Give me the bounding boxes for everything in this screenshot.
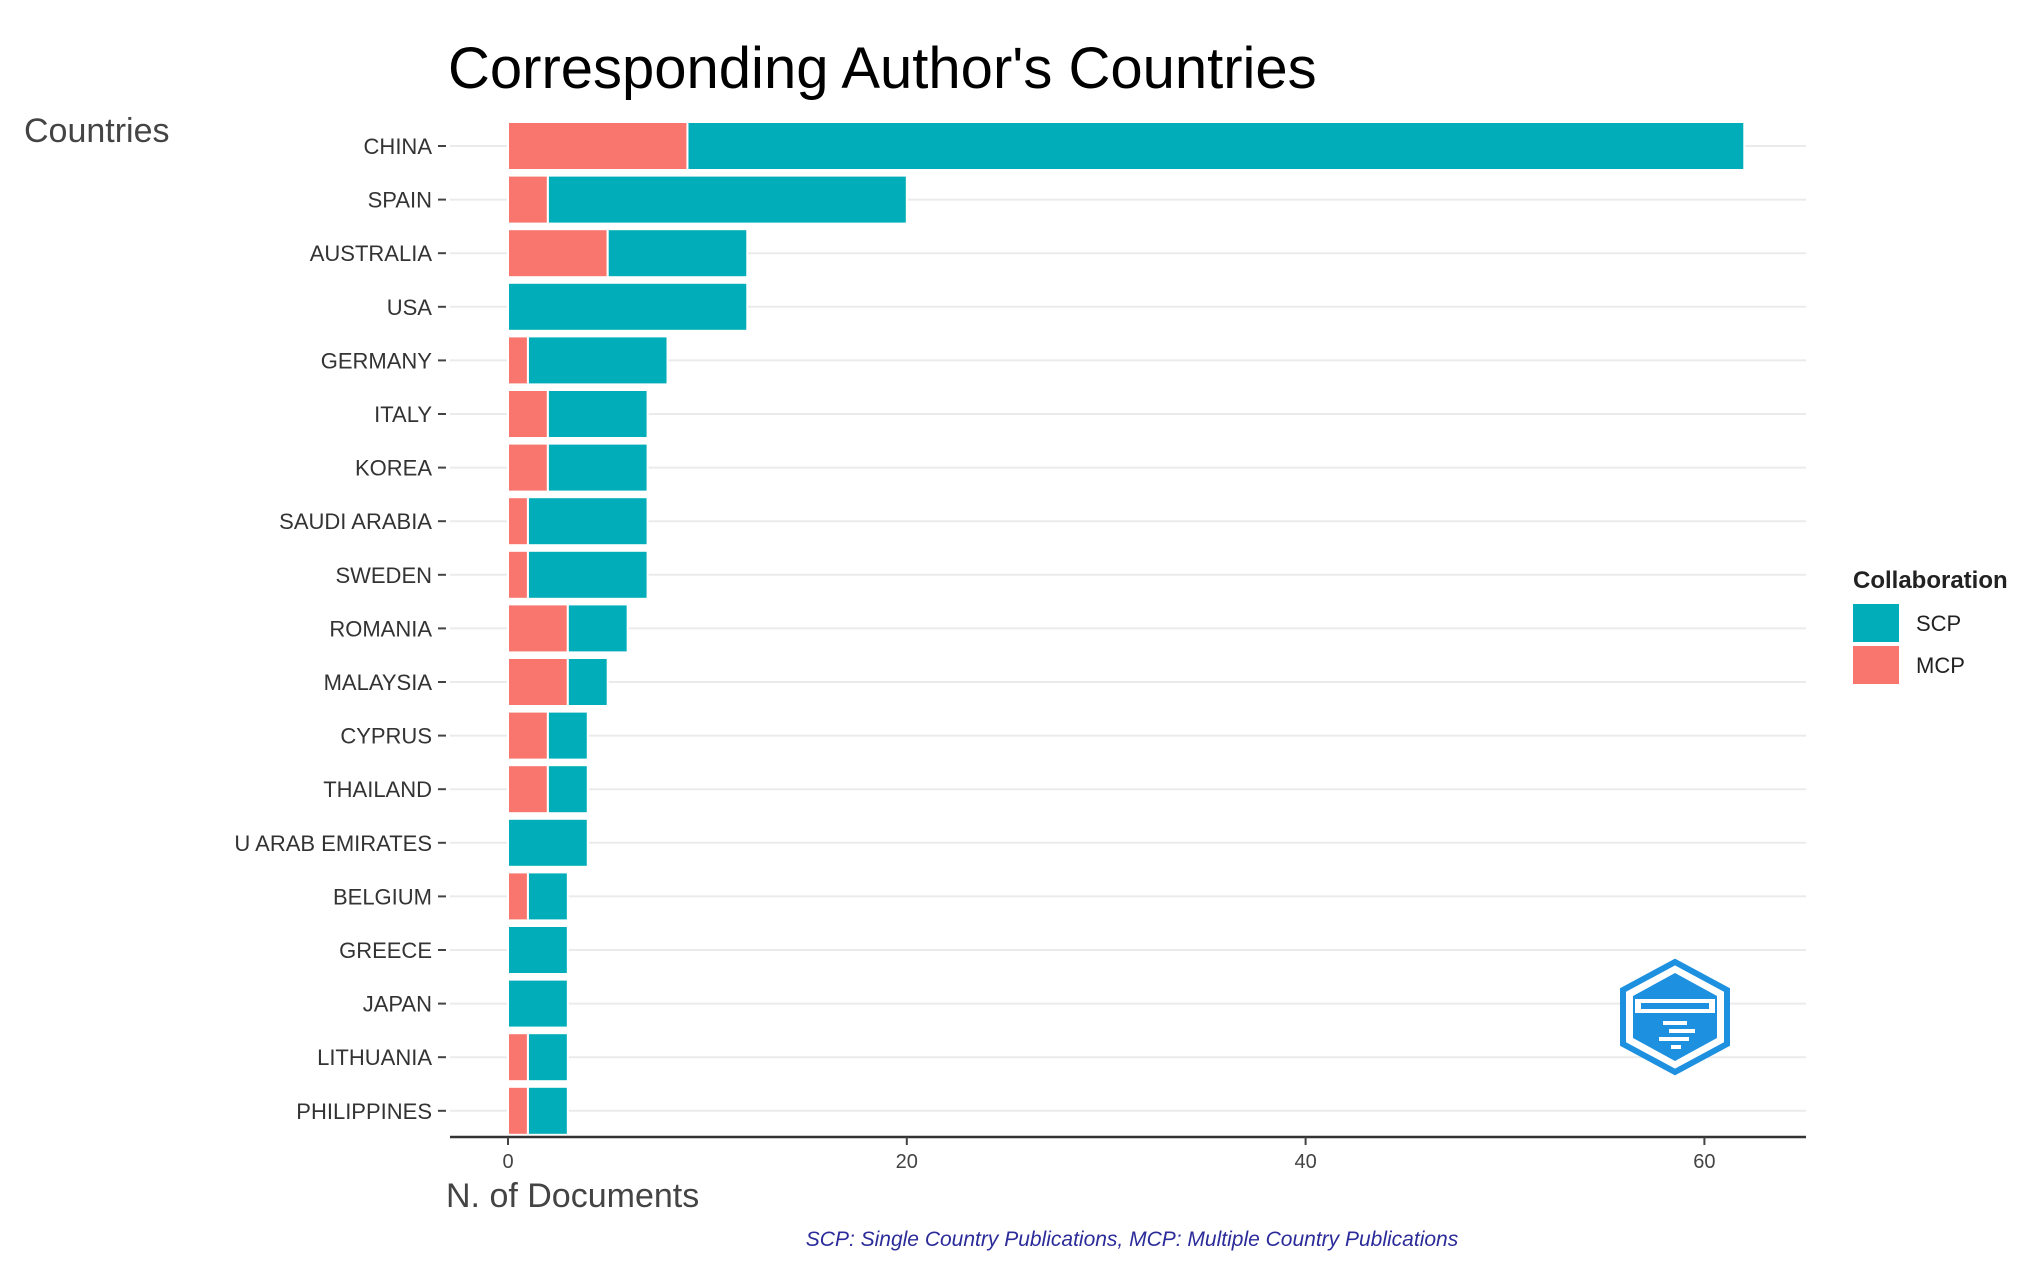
bar-mcp xyxy=(507,442,549,493)
bar-mcp xyxy=(507,496,529,547)
y-tick-label: USA xyxy=(387,295,433,320)
y-tick-label: GREECE xyxy=(339,938,432,963)
y-tick-label: AUSTRALIA xyxy=(310,241,433,266)
bar-mcp xyxy=(507,228,609,279)
y-tick-label: U ARAB EMIRATES xyxy=(234,831,432,856)
bar-mcp xyxy=(507,549,529,600)
y-axis-label: Countries xyxy=(24,112,170,150)
bar-scp xyxy=(526,549,649,600)
y-tick-label: KOREA xyxy=(355,456,432,481)
bar-mcp xyxy=(507,121,689,171)
bar-mcp xyxy=(507,1032,529,1083)
bar-scp xyxy=(507,978,569,1029)
bar-scp xyxy=(507,925,569,975)
y-tick-label: LITHUANIA xyxy=(317,1045,432,1070)
bar-scp xyxy=(566,657,609,707)
bar-mcp xyxy=(507,657,569,707)
legend-swatch xyxy=(1853,646,1899,684)
bar-mcp xyxy=(507,710,549,761)
bar-scp xyxy=(546,710,589,761)
y-tick-label: SAUDI ARABIA xyxy=(279,509,432,534)
bibliometrix-logo-icon xyxy=(1620,958,1730,1076)
bar-mcp xyxy=(507,603,569,654)
bar-scp xyxy=(546,442,649,493)
legend-swatch xyxy=(1853,604,1899,642)
x-ticks: 0 20 40 60 xyxy=(502,1137,1716,1173)
bar-scp xyxy=(526,335,669,386)
x-tick-label: 40 xyxy=(1294,1151,1316,1173)
y-tick-label: BELGIUM xyxy=(333,884,432,909)
y-tick-label: ITALY xyxy=(374,402,432,427)
x-tick-label: 60 xyxy=(1693,1151,1715,1173)
legend-title: Collaboration xyxy=(1853,567,2008,594)
x-axis-label: N. of Documents xyxy=(446,1177,699,1215)
y-tick-label: PHILIPPINES xyxy=(296,1099,432,1124)
bar-scp xyxy=(526,871,569,922)
bar-scp xyxy=(566,603,629,654)
chart-caption: SCP: Single Country Publications, MCP: M… xyxy=(806,1228,1459,1251)
bar-scp xyxy=(546,174,908,225)
y-ticks: CHINA SPAIN AUSTRALIA USA GERMANY ITALY KOREA S… xyxy=(234,134,446,1124)
y-tick-label: GERMANY xyxy=(321,348,433,373)
bar-mcp xyxy=(507,174,549,225)
y-tick-label: SPAIN xyxy=(368,188,432,213)
bar-scp xyxy=(606,228,749,279)
bar-scp xyxy=(686,121,1746,171)
bar-mcp xyxy=(507,389,549,439)
bar-scp xyxy=(546,764,589,815)
legend-label: MCP xyxy=(1916,653,1965,678)
bar-mcp xyxy=(507,764,549,815)
y-tick-label: MALAYSIA xyxy=(324,670,433,695)
bar-mcp xyxy=(507,335,529,386)
y-tick-label: ROMANIA xyxy=(329,616,432,641)
x-tick-label: 20 xyxy=(896,1151,918,1173)
y-tick-label: CHINA xyxy=(364,134,433,159)
bars xyxy=(507,121,1746,1136)
bar-scp xyxy=(546,389,649,439)
bar-mcp xyxy=(507,1085,529,1136)
chart-title: Corresponding Author's Countries xyxy=(448,36,1317,101)
x-tick-label: 0 xyxy=(502,1151,513,1173)
grid-lines xyxy=(450,145,1806,1112)
y-tick-label: JAPAN xyxy=(363,992,432,1017)
bar-mcp xyxy=(507,871,529,922)
legend: Collaboration SCP MCP xyxy=(1853,567,2008,684)
y-tick-label: SWEDEN xyxy=(335,563,432,588)
bar-scp xyxy=(526,496,649,547)
y-tick-label: THAILAND xyxy=(323,777,432,802)
bar-scp xyxy=(526,1032,569,1083)
bar-scp xyxy=(526,1085,569,1136)
legend-label: SCP xyxy=(1916,611,1961,636)
bar-scp xyxy=(507,281,749,332)
bar-scp xyxy=(507,817,589,868)
legend-items: SCP MCP xyxy=(1853,604,1965,684)
y-tick-label: CYPRUS xyxy=(340,724,432,749)
